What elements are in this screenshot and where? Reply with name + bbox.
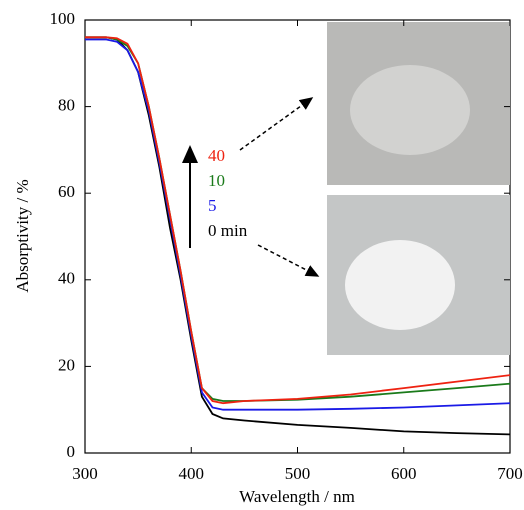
y-axis-title: Absorptivity / % [13,179,32,292]
y-tick-label: 60 [58,182,75,201]
x-tick-label: 500 [285,464,311,483]
powder-pile [350,65,470,155]
pointer-arrow [257,244,320,277]
x-tick-label: 700 [497,464,523,483]
legend-label: 5 [208,196,217,215]
y-tick-label: 0 [67,442,76,461]
powder-pile [345,240,455,330]
pointer-arrow [239,97,314,151]
y-tick-label: 20 [58,355,75,374]
y-tick-label: 40 [58,269,75,288]
x-tick-label: 300 [72,464,98,483]
legend-label: 40 [208,146,225,165]
x-tick-label: 400 [179,464,205,483]
series-line [85,36,511,405]
legend-label: 0 min [208,221,248,240]
legend-label: 10 [208,171,225,190]
y-tick-label: 80 [58,96,75,115]
x-tick-label: 600 [391,464,417,483]
y-tick-label: 100 [50,9,76,28]
x-axis-title: Wavelength / nm [239,487,355,506]
